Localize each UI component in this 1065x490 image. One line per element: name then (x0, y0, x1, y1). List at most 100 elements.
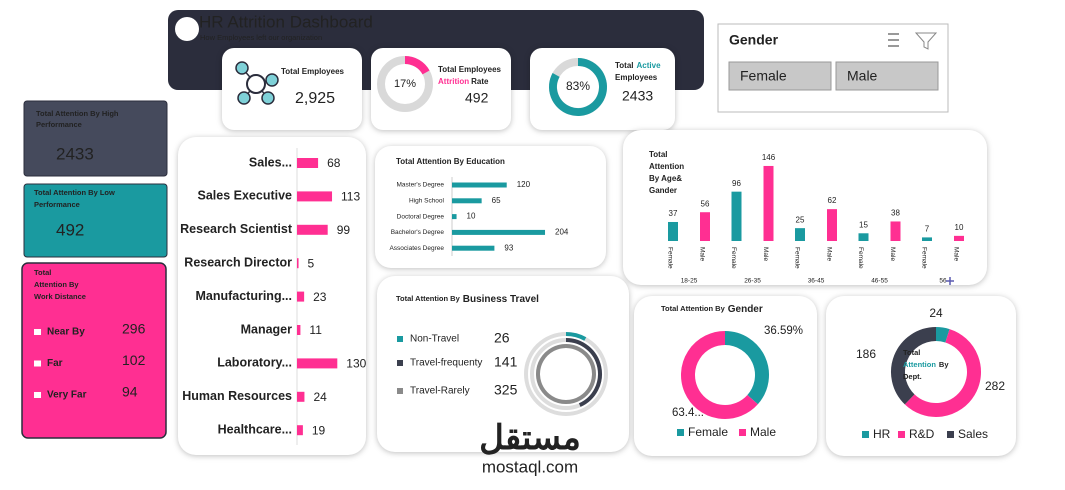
category-label: Very Far (47, 390, 87, 401)
bar (954, 235, 964, 241)
ring-arc (565, 338, 602, 407)
chart-title-part: Attention (649, 162, 684, 171)
category-label: Manager (241, 322, 293, 336)
bar (297, 391, 305, 402)
value-label: 325 (494, 382, 518, 398)
filter-label[interactable]: Male (847, 68, 878, 84)
filter-button[interactable] (835, 61, 939, 91)
x-tick-label: 56 (939, 278, 947, 285)
value-label: 120 (517, 180, 531, 189)
bar (827, 209, 837, 241)
icon (246, 74, 266, 94)
legend-swatch (34, 392, 41, 398)
series-label: Female (666, 247, 673, 269)
card (375, 146, 606, 268)
category-label: Sales Executive (197, 189, 292, 203)
value-label: 113 (341, 190, 360, 204)
bar (890, 221, 901, 241)
value-label: 94 (122, 384, 138, 400)
card-label: Total Attention By High Performance (36, 109, 119, 129)
category-label: Manufacturing... (195, 289, 292, 303)
value-label: 146 (762, 153, 776, 162)
kpi-label: Total Employees (281, 67, 345, 76)
card (826, 296, 1016, 456)
legend-label: Sales (958, 427, 988, 441)
value-label: 11 (309, 323, 322, 337)
legend-swatch (397, 388, 403, 394)
filter-button[interactable] (728, 61, 832, 91)
legend-label: Travel-Rarely (410, 386, 470, 397)
card-label-part: Total Attention By Low (34, 188, 115, 197)
category-label: Far (47, 358, 63, 369)
card (222, 48, 362, 130)
legend-swatch (397, 336, 403, 342)
card-label-part: Performance (36, 120, 82, 129)
donut-slice (904, 329, 981, 417)
legend-swatch (34, 360, 41, 367)
kpi-label-part: Attrition (438, 77, 469, 86)
card-label-part: Attention By (34, 280, 79, 289)
value-label: 141 (494, 354, 518, 370)
card-label-part: Total (34, 268, 51, 277)
icon (946, 277, 954, 285)
donut-slice (935, 327, 950, 343)
card (21, 262, 167, 439)
chart-title-part: Total (903, 348, 920, 357)
chart-title-part: Business Travel (463, 294, 539, 305)
series-label: Male (889, 247, 896, 261)
legend-swatch (677, 429, 684, 436)
series-label: Female (730, 247, 737, 269)
kpi-value: 492 (465, 90, 489, 106)
legend-swatch (397, 360, 403, 366)
kpi-label-part: Total (615, 61, 634, 70)
value-label: 24 (313, 390, 327, 404)
chart-title-part: Total (649, 150, 668, 159)
value-label: 10 (955, 223, 964, 232)
ring-label: 83% (566, 79, 590, 93)
legend-swatch (739, 429, 746, 436)
card (178, 137, 366, 455)
bar (452, 214, 457, 220)
series-label: Male (825, 247, 832, 261)
bar (858, 233, 869, 241)
category-label: Sales... (249, 155, 292, 169)
value-label: 25 (796, 215, 805, 224)
category-label: Doctoral Degree (397, 213, 445, 220)
watermark: مستقل (479, 419, 581, 457)
value-label: 65 (492, 196, 501, 205)
category-label: Human Resources (182, 389, 292, 403)
chart-title-part: Gender (728, 304, 763, 315)
x-tick-label: 46-55 (871, 278, 888, 285)
bar (731, 191, 742, 241)
card-label: Total Attention By Low Performance (34, 188, 115, 209)
value-label: 93 (504, 243, 513, 252)
category-label: High School (409, 198, 445, 205)
bar (763, 165, 774, 241)
value-label: 36.59% (764, 325, 803, 337)
chart-title: Total Attention By Business Travel (396, 294, 539, 305)
value-label: 204 (555, 228, 569, 237)
category-label: Near By (47, 327, 85, 338)
kpi-label-part: Total Employees (438, 65, 502, 74)
bar (297, 425, 303, 436)
value-label: 38 (891, 209, 900, 218)
bar (452, 198, 482, 204)
filter-label[interactable]: Female (740, 68, 787, 84)
value-label: 10 (467, 212, 476, 221)
card-value: 492 (56, 220, 84, 239)
bar (297, 158, 319, 168)
card-label-part: Performance (34, 200, 80, 209)
bar (795, 228, 805, 241)
bar (452, 245, 495, 251)
watermark: mostaql.com (482, 457, 578, 476)
category-label: Research Scientist (180, 222, 293, 236)
chart-title-part: Gander (649, 186, 677, 195)
category-label: Associates Degree (389, 245, 444, 252)
chart-title: Total Attention By Dept. (903, 348, 949, 381)
kpi-label-part: Rate (471, 77, 489, 86)
legend-swatch (898, 431, 905, 438)
series-label: Female (857, 247, 864, 269)
card (623, 130, 987, 285)
legend-label: Non-Travel (410, 334, 459, 345)
value-label: 282 (985, 379, 1005, 393)
